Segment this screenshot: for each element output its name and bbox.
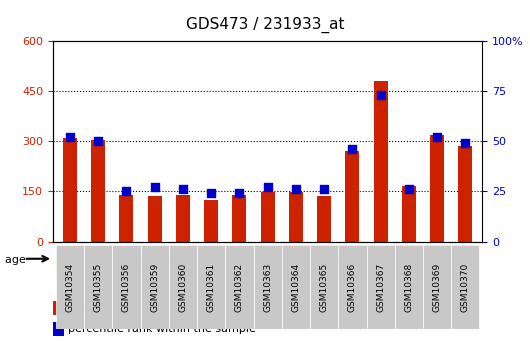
Point xyxy=(404,187,413,192)
FancyBboxPatch shape xyxy=(451,245,480,329)
Bar xyxy=(204,200,218,242)
Point xyxy=(461,141,470,146)
Text: GSM10355: GSM10355 xyxy=(94,263,103,312)
Text: GSM10364: GSM10364 xyxy=(292,263,301,312)
Point xyxy=(66,135,74,140)
Bar xyxy=(317,196,331,241)
Text: GSM10359: GSM10359 xyxy=(150,263,159,312)
Bar xyxy=(402,186,416,242)
FancyBboxPatch shape xyxy=(338,245,367,329)
Bar xyxy=(458,146,472,242)
FancyBboxPatch shape xyxy=(395,245,423,329)
Point xyxy=(292,187,300,192)
FancyBboxPatch shape xyxy=(112,245,140,329)
Text: GSM10361: GSM10361 xyxy=(207,263,216,312)
Text: GSM10363: GSM10363 xyxy=(263,263,272,312)
Text: count: count xyxy=(68,303,100,313)
Bar xyxy=(119,195,134,242)
Bar xyxy=(53,301,64,315)
Text: 20-29 years: 20-29 years xyxy=(121,257,188,267)
Text: GSM10370: GSM10370 xyxy=(461,263,470,312)
FancyBboxPatch shape xyxy=(310,245,338,329)
Point xyxy=(151,185,159,190)
Bar xyxy=(430,135,444,242)
FancyBboxPatch shape xyxy=(225,245,253,329)
Text: GSM10369: GSM10369 xyxy=(432,263,441,312)
Text: GSM10365: GSM10365 xyxy=(320,263,329,312)
Text: GSM10367: GSM10367 xyxy=(376,263,385,312)
FancyBboxPatch shape xyxy=(197,245,225,329)
Point xyxy=(376,93,385,98)
FancyBboxPatch shape xyxy=(84,245,112,329)
Text: age: age xyxy=(5,256,30,265)
Text: GSM10362: GSM10362 xyxy=(235,263,244,312)
FancyBboxPatch shape xyxy=(56,245,84,329)
Bar xyxy=(346,151,359,242)
FancyBboxPatch shape xyxy=(140,245,169,329)
Bar xyxy=(261,192,275,242)
Point xyxy=(433,135,441,140)
Point xyxy=(207,191,215,196)
Bar xyxy=(63,138,77,241)
Text: GSM10366: GSM10366 xyxy=(348,263,357,312)
FancyBboxPatch shape xyxy=(169,245,197,329)
Point xyxy=(94,139,102,144)
Text: GSM10368: GSM10368 xyxy=(404,263,413,312)
Text: GSM10356: GSM10356 xyxy=(122,263,131,312)
Bar xyxy=(53,322,64,336)
Point xyxy=(263,185,272,190)
FancyBboxPatch shape xyxy=(253,245,282,329)
Bar xyxy=(91,140,105,242)
Bar xyxy=(232,196,246,242)
Text: GSM10360: GSM10360 xyxy=(179,263,188,312)
Text: GDS473 / 231933_at: GDS473 / 231933_at xyxy=(186,17,344,33)
Text: GSM10354: GSM10354 xyxy=(65,263,74,312)
Bar xyxy=(148,196,162,241)
Point xyxy=(235,191,244,196)
FancyBboxPatch shape xyxy=(253,245,480,279)
FancyBboxPatch shape xyxy=(423,245,451,329)
Point xyxy=(179,187,187,192)
Bar xyxy=(289,192,303,242)
Text: 65-71 years: 65-71 years xyxy=(333,257,400,267)
Point xyxy=(122,189,131,194)
Bar xyxy=(374,81,387,242)
FancyBboxPatch shape xyxy=(56,245,253,279)
Text: percentile rank within the sample: percentile rank within the sample xyxy=(68,324,256,334)
Bar xyxy=(176,195,190,242)
FancyBboxPatch shape xyxy=(282,245,310,329)
Point xyxy=(320,187,329,192)
Point xyxy=(348,147,357,152)
FancyBboxPatch shape xyxy=(367,245,395,329)
